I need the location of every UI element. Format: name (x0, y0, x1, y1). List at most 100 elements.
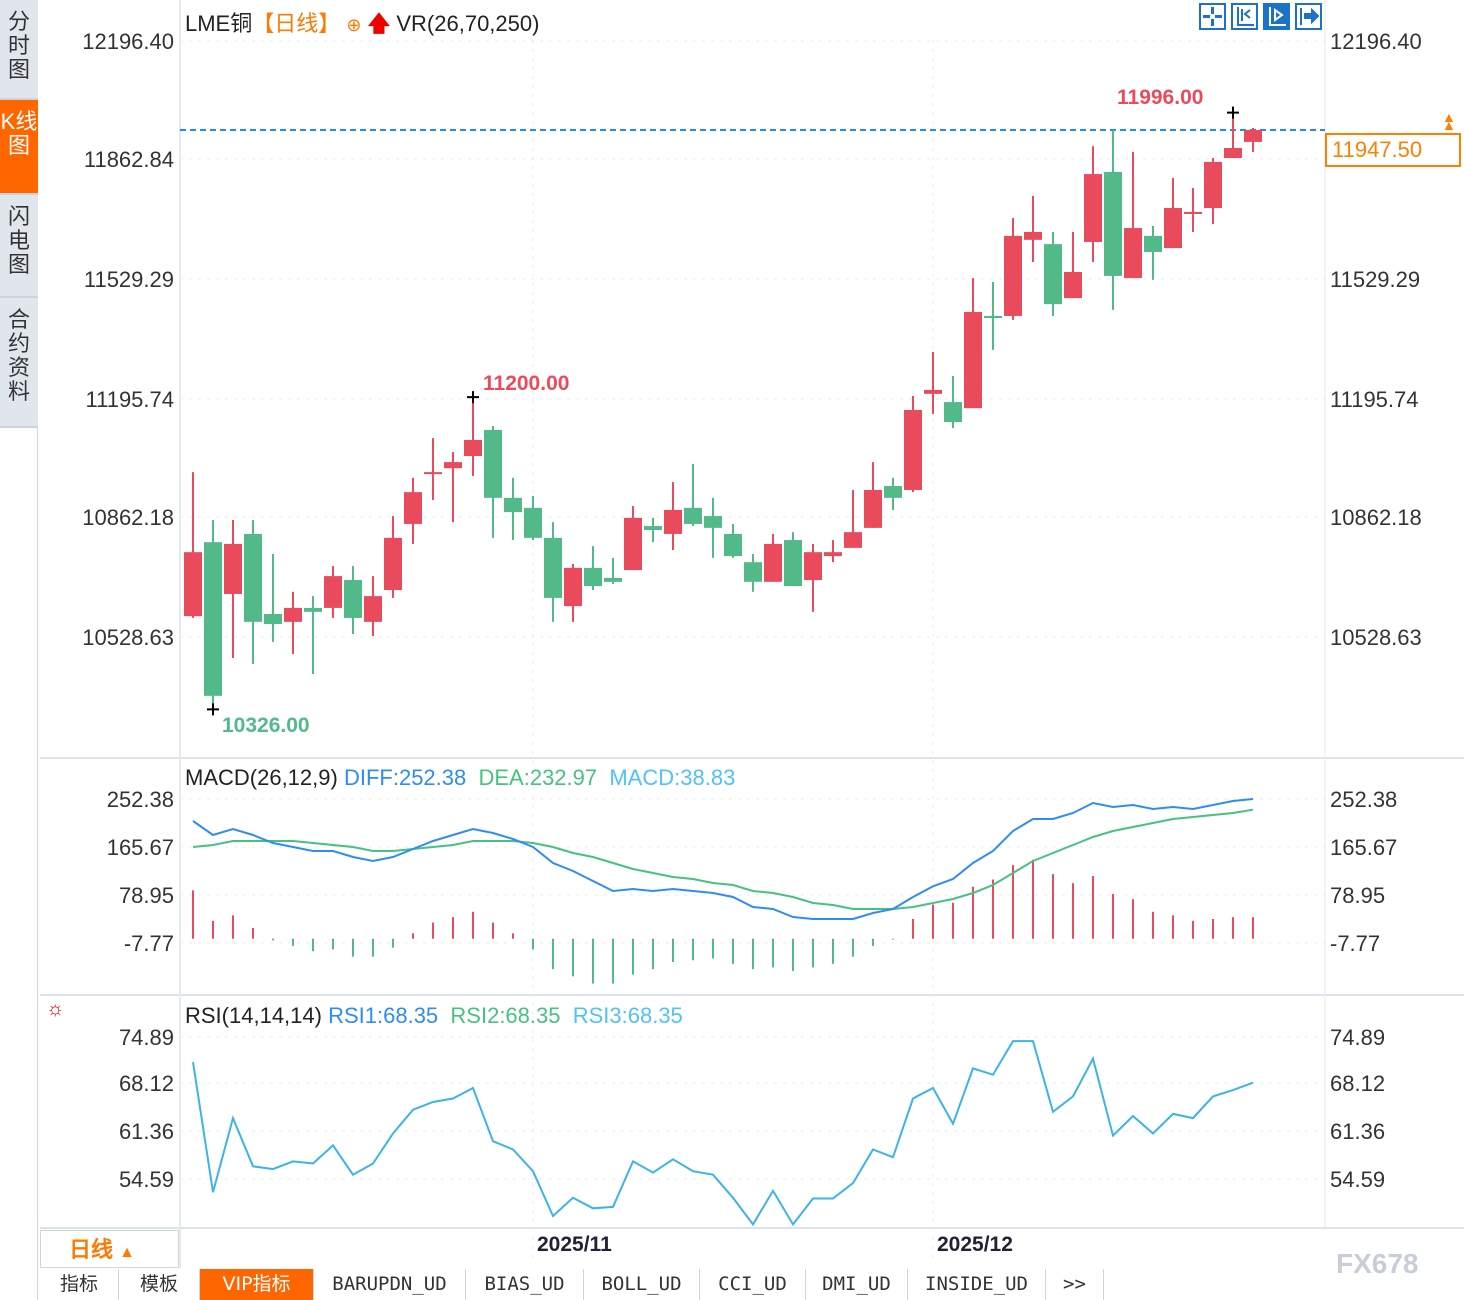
candle-down (304, 607, 322, 612)
candle-up (664, 509, 682, 534)
indicator-vr[interactable]: VR(26,70,250) (396, 11, 540, 36)
arrow-right-bar-icon (1300, 7, 1320, 25)
tab-bias-ud[interactable]: BIAS_UD (466, 1269, 584, 1300)
rsi-axis-label: 61.36 (1330, 1119, 1386, 1144)
macd-diff-value: DIFF:252.38 (343, 765, 467, 790)
tab-more[interactable]: >> (1046, 1269, 1104, 1300)
macd-axis-label: -7.77 (1330, 931, 1381, 956)
macd-dea-line (192, 808, 1254, 910)
candle-down (584, 567, 602, 587)
play-axis-icon (1269, 7, 1286, 26)
arrow-up-icon[interactable]: 🡅 (367, 11, 391, 36)
high-price-label: 11996.00 (1117, 86, 1204, 109)
candle-down (784, 540, 802, 587)
jump-latest-button[interactable] (1295, 3, 1322, 30)
tab-templates[interactable]: 模板 (119, 1269, 200, 1300)
sidebar-tab-flash[interactable]: 闪电图 (0, 195, 38, 298)
move-right-button[interactable] (1263, 3, 1290, 30)
macd-axis-label: 252.38 (1330, 787, 1398, 812)
macd-diff-line (192, 798, 1254, 920)
main-header: LME铜【日线】 ⊕ 🡅 VR(26,70,250) (185, 6, 539, 45)
candle-up (184, 552, 202, 617)
caret-up-icon: ▲ (119, 1244, 135, 1261)
candle-up (1224, 147, 1242, 158)
candle-up (404, 492, 422, 524)
candle-down (504, 497, 522, 513)
low-price-label: 10326.00 (222, 714, 310, 737)
macd-axis-label: 78.95 (1330, 883, 1386, 908)
candle-up (424, 472, 442, 475)
sidebar-tab-contract-info[interactable]: 合约资料 (0, 298, 38, 428)
candle-up (1204, 161, 1222, 209)
candle-up (764, 543, 782, 582)
rsi-axis-label: 74.89 (1330, 1025, 1386, 1050)
zoom-range-button[interactable] (1231, 3, 1258, 30)
price-axis-label: 11862.84 (83, 147, 174, 172)
rsi-axis-label: 74.89 (118, 1025, 174, 1050)
candle-up (1024, 231, 1042, 240)
period-selector[interactable]: 日线 ▲ (40, 1230, 179, 1268)
rsi-title[interactable]: RSI(14,14,14) (185, 1003, 322, 1028)
macd-value: MACD:38.83 (609, 765, 736, 790)
candle-down (604, 577, 622, 582)
candle-up (1164, 208, 1182, 249)
tab-barupdn-ud[interactable]: BARUPDN_UD (314, 1269, 466, 1300)
price-axis-label: 12196.40 (1330, 29, 1422, 54)
tab-dmi-ud[interactable]: DMI_UD (806, 1269, 908, 1300)
rsi-header: RSI(14,14,14) RSI1:68.35 RSI2:68.35 RSI3… (185, 1003, 683, 1029)
candle-down (884, 486, 902, 498)
macd-axis-label: 165.67 (1330, 835, 1398, 860)
candle-down (724, 533, 742, 557)
candle-down (544, 537, 562, 598)
candle-down (1044, 244, 1062, 305)
candle-down (744, 562, 762, 582)
macd-axis-label: 252.38 (106, 787, 174, 812)
symbol-name: LME铜 (185, 11, 253, 36)
sidebar-tab-kline[interactable]: K线图 (0, 100, 38, 195)
extreme-marker-icon (207, 703, 219, 716)
candle-up (464, 439, 482, 457)
candle-up (1064, 271, 1082, 299)
candle-down (984, 315, 1002, 319)
tab-cci-ud[interactable]: CCI_UD (700, 1269, 806, 1300)
crosshair-tool-button[interactable] (1199, 3, 1226, 30)
price-axis-label: 10528.63 (1330, 625, 1422, 650)
candle-up (804, 552, 822, 581)
candle-up (864, 489, 882, 528)
tab-indicators[interactable]: 指标 (40, 1269, 119, 1300)
candle-down (644, 526, 662, 531)
candle-down (944, 402, 962, 423)
candle-up (564, 567, 582, 607)
mid-high-price-label: 11200.00 (483, 372, 570, 395)
candle-down (1104, 171, 1122, 276)
candle-up (224, 543, 242, 594)
candle-up (364, 596, 382, 622)
rsi2-value: RSI2:68.35 (450, 1003, 561, 1028)
crosshair-toggle-icon[interactable]: ⊕ (346, 15, 362, 35)
x-axis-label: 2025/11 (537, 1233, 612, 1256)
candle-down (524, 507, 542, 538)
double-chevron-up-icon[interactable]: ▲ ▲ (1442, 109, 1456, 133)
price-axis-label: 10528.63 (82, 625, 174, 650)
price-axis-label: 10862.18 (82, 505, 174, 530)
tab-boll-ud[interactable]: BOLL_UD (584, 1269, 700, 1300)
last-price-box: 11947.50 (1325, 133, 1461, 167)
candle-up (324, 576, 342, 608)
tab-inside-ud[interactable]: INSIDE_UD (908, 1269, 1046, 1300)
tab-vip-indicators[interactable]: VIP指标 (200, 1269, 314, 1300)
candle-up (284, 607, 302, 622)
sidebar-tab-intraday[interactable]: 分时图 (0, 0, 38, 100)
candle-down (684, 507, 702, 524)
macd-title[interactable]: MACD(26,12,9) (185, 765, 338, 790)
x-axis-label: 2025/12 (937, 1233, 1013, 1256)
candle-down (264, 613, 282, 624)
candle-up (624, 517, 642, 571)
candle-up (964, 312, 982, 409)
extreme-marker-icon (1227, 106, 1239, 119)
candle-up (384, 537, 402, 591)
macd-dea-value: DEA:232.97 (478, 765, 598, 790)
settings-sun-icon[interactable]: ☼ (46, 998, 65, 1020)
candle-down (704, 516, 722, 528)
candle-down (204, 542, 222, 696)
